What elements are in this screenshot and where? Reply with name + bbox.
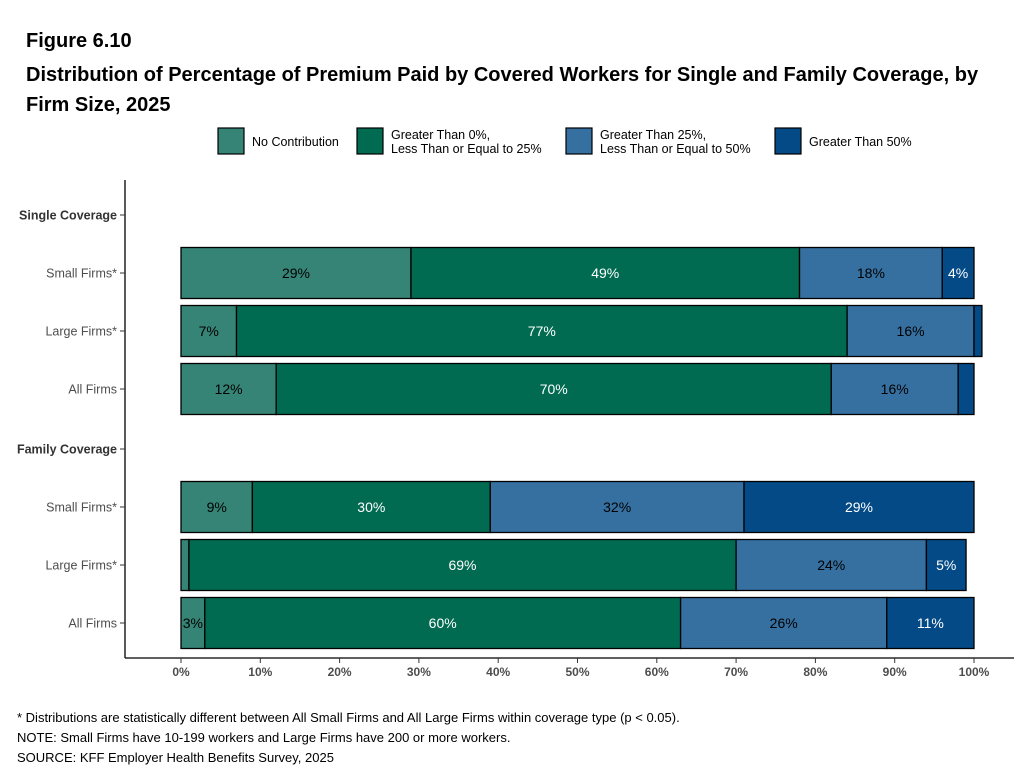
- legend-label-3: Greater Than 25%, Less Than or Equal to 5…: [600, 128, 751, 156]
- bar-segment: [743, 480, 975, 534]
- x-tick-label: 0%: [172, 665, 190, 679]
- footnote-note: NOTE: Small Firms have 10-199 workers an…: [17, 730, 511, 745]
- data-label: 30%: [357, 499, 385, 515]
- bar-segment: [941, 246, 975, 300]
- legend-swatch-4: [774, 127, 802, 155]
- bar-segment: [180, 538, 190, 592]
- data-label: 9%: [207, 499, 227, 515]
- chart-title: Distribution of Percentage of Premium Pa…: [26, 64, 979, 116]
- data-label: 18%: [857, 265, 885, 281]
- data-label: 70%: [540, 381, 568, 397]
- bar-segment: [410, 246, 801, 300]
- data-label: 32%: [603, 499, 631, 515]
- x-tick-label: 100%: [959, 665, 990, 679]
- bar-segment: [830, 362, 959, 416]
- footnotes: * Distributions are statistically differ…: [17, 708, 680, 768]
- legend-swatch-1: [217, 127, 245, 155]
- data-label: 29%: [282, 265, 310, 281]
- legend-swatch-3: [565, 127, 593, 155]
- data-label: 7%: [199, 323, 219, 339]
- data-label: 29%: [845, 499, 873, 515]
- bar-segment: [679, 596, 888, 650]
- group-label: Family Coverage: [17, 443, 117, 457]
- x-tick-label: 10%: [248, 665, 272, 679]
- bar-segment: [180, 362, 277, 416]
- bar-segment: [886, 596, 975, 650]
- row-label: Small Firms*: [46, 501, 117, 515]
- x-tick-label: 80%: [803, 665, 827, 679]
- x-tick-label: 60%: [645, 665, 669, 679]
- bar-segment: [180, 480, 254, 534]
- x-tick-label: 20%: [328, 665, 352, 679]
- data-label: 49%: [591, 265, 619, 281]
- x-tick-label: 90%: [883, 665, 907, 679]
- legend-label-4: Greater Than 50%: [809, 135, 912, 149]
- data-label: 60%: [429, 615, 457, 631]
- bar-segment: [957, 362, 975, 416]
- bar-segment: [180, 304, 238, 358]
- bar-segment: [925, 538, 967, 592]
- x-tick-label: 70%: [724, 665, 748, 679]
- bar-segment: [188, 538, 737, 592]
- data-label: 5%: [936, 557, 956, 573]
- bar-segment: [204, 596, 682, 650]
- bar-segment: [798, 246, 943, 300]
- footnote-significance: * Distributions are statistically differ…: [17, 710, 680, 725]
- bar-segment: [180, 246, 412, 300]
- data-label: 26%: [770, 615, 798, 631]
- x-tick-label: 40%: [486, 665, 510, 679]
- data-label: 16%: [881, 381, 909, 397]
- bar-segment: [489, 480, 745, 534]
- bar-segment: [251, 480, 491, 534]
- data-label: 3%: [183, 615, 203, 631]
- x-tick-label: 50%: [565, 665, 589, 679]
- data-label: 24%: [817, 557, 845, 573]
- row-label: All Firms: [68, 383, 117, 397]
- x-tick-label: 30%: [407, 665, 431, 679]
- row-label: Large Firms*: [45, 559, 117, 573]
- row-label: Small Firms*: [46, 267, 117, 281]
- data-label: 11%: [917, 615, 944, 631]
- data-label: 77%: [528, 323, 556, 339]
- legend-label-1: No Contribution: [252, 135, 339, 149]
- group-label: Single Coverage: [19, 209, 117, 223]
- bar-segment: [235, 304, 848, 358]
- data-label: 16%: [897, 323, 925, 339]
- figure-label: Figure 6.10: [26, 30, 132, 52]
- data-label: 4%: [948, 265, 968, 281]
- legend-label-2: Greater Than 0%, Less Than or Equal to 25…: [391, 128, 542, 156]
- row-label: All Firms: [68, 617, 117, 631]
- footnote-source: SOURCE: KFF Employer Health Benefits Sur…: [17, 750, 334, 765]
- data-label: 12%: [215, 381, 243, 397]
- data-label: 69%: [448, 557, 476, 573]
- legend-swatch-2: [356, 127, 384, 155]
- stacked-bar-chart: No Contribution Greater Than 0%, Less Than…: [17, 127, 1014, 679]
- bar-segment: [973, 304, 983, 358]
- row-label: Large Firms*: [45, 325, 117, 339]
